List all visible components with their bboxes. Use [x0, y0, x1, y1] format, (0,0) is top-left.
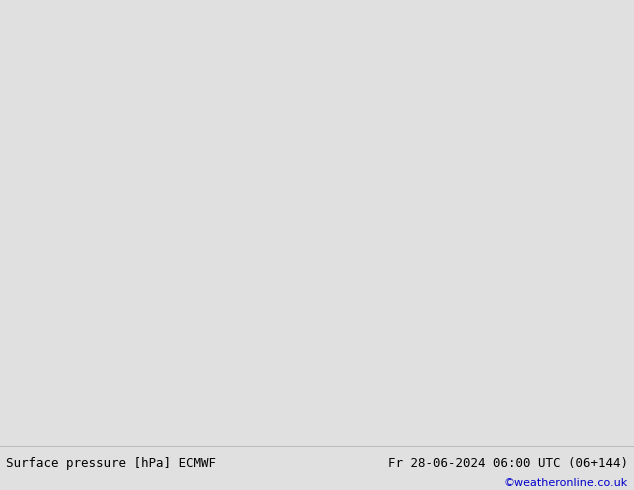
Text: Surface pressure [hPa] ECMWF: Surface pressure [hPa] ECMWF [6, 457, 216, 469]
Text: ©weatheronline.co.uk: ©weatheronline.co.uk [503, 478, 628, 488]
Text: Fr 28-06-2024 06:00 UTC (06+144): Fr 28-06-2024 06:00 UTC (06+144) [387, 457, 628, 469]
